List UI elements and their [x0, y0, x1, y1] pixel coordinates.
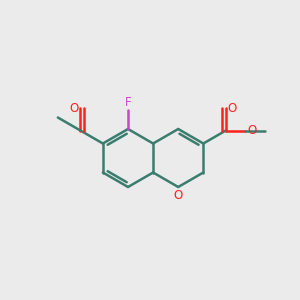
Text: O: O [228, 102, 237, 115]
Text: O: O [69, 102, 78, 115]
Text: F: F [125, 96, 131, 109]
Text: O: O [174, 189, 183, 202]
Text: O: O [248, 124, 256, 137]
